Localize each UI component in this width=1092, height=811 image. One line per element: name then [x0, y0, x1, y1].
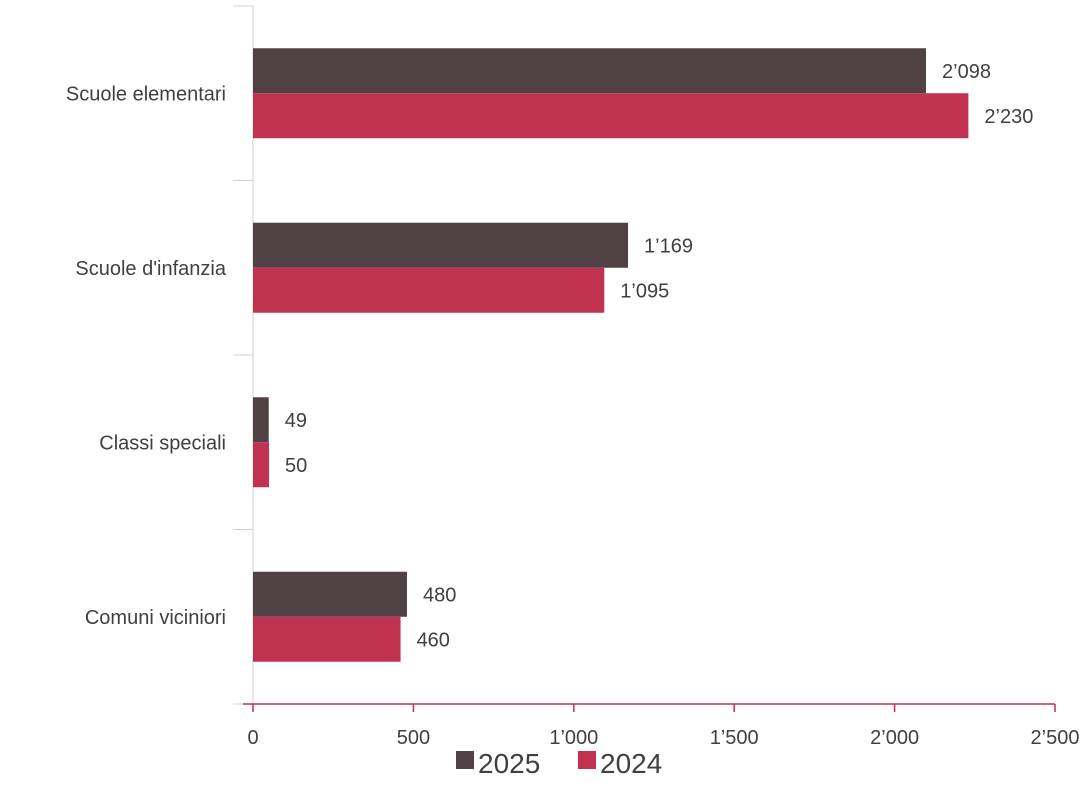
data-label: 49: [285, 410, 307, 432]
chart-labels: Scuole elementari 2’098 2’230 Scuole d'infa…: [66, 61, 1033, 652]
bar-2024: [253, 267, 605, 313]
x-tick-label: 1’500: [710, 727, 759, 749]
x-tick-label: 1’000: [549, 727, 598, 749]
chart-legend: 2025 2024: [456, 748, 662, 779]
bar-2025: [253, 571, 407, 617]
x-tick-label: 0: [247, 727, 258, 749]
data-label: 50: [285, 455, 307, 477]
bar-2025: [253, 48, 927, 94]
bar-2024: [253, 93, 969, 139]
bar-2025: [253, 397, 269, 443]
data-label: 460: [417, 629, 450, 651]
data-label: 480: [423, 584, 456, 606]
category-label: Classi speciali: [99, 432, 226, 454]
legend-label: 2024: [600, 748, 662, 779]
chart-axes: 0 500 1’000 1’500 2’000 2’500: [233, 5, 1080, 749]
x-tick-label: 2’000: [870, 727, 919, 749]
category-label: Scuole d'infanzia: [75, 258, 226, 280]
category-label: Comuni viciniori: [85, 607, 226, 629]
chart-bars: [253, 48, 969, 662]
category-label: Scuole elementari: [66, 83, 226, 105]
legend-swatch-2024: [578, 751, 596, 769]
data-label: 1’169: [644, 235, 693, 257]
x-tick-label: 2’500: [1031, 727, 1080, 749]
bar-2024: [253, 616, 401, 662]
data-label: 2’230: [984, 106, 1033, 128]
bar-2025: [253, 222, 629, 268]
legend-swatch-2025: [456, 751, 474, 769]
x-tick-label: 500: [397, 727, 430, 749]
data-label: 1’095: [620, 280, 669, 302]
bar-2024: [253, 442, 270, 488]
legend-label: 2025: [478, 748, 540, 779]
data-label: 2’098: [942, 61, 991, 83]
